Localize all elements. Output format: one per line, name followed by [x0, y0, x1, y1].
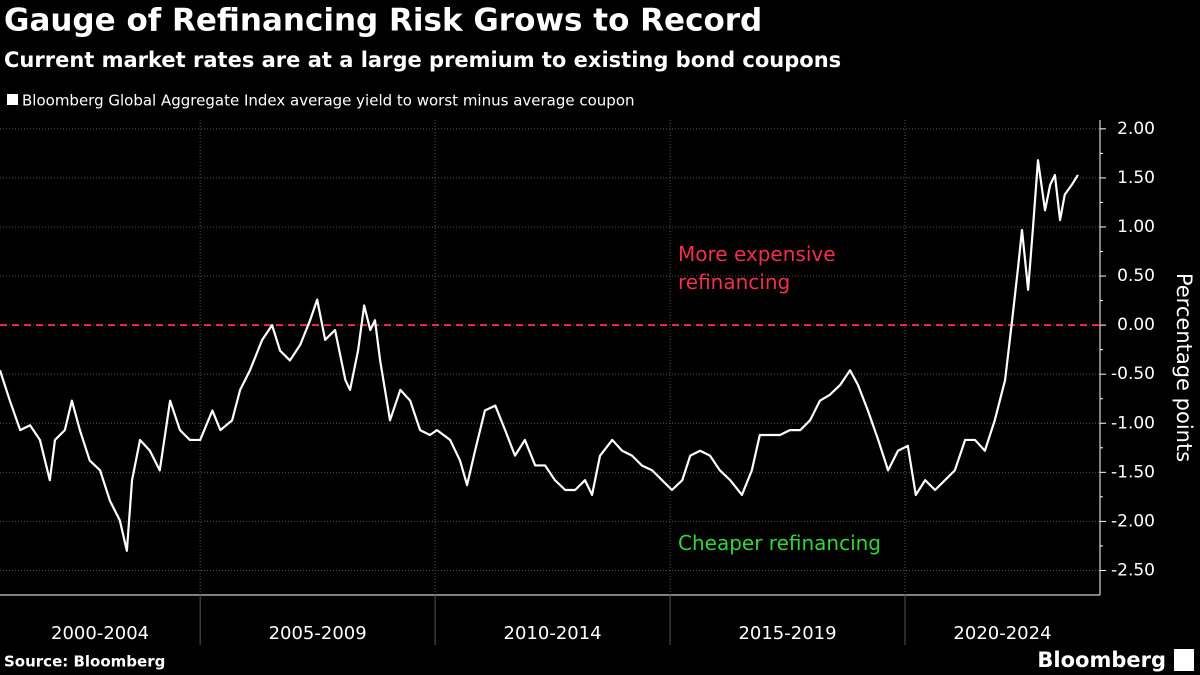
x-tick-label: 2000-2004 [51, 623, 149, 644]
x-tick-label: 2020-2024 [953, 623, 1051, 644]
x-tick-label: 2015-2019 [738, 623, 836, 644]
source: Source: Bloomberg [4, 653, 165, 671]
legend-label: Bloomberg Global Aggregate Index average… [22, 92, 635, 110]
brand-icon [1174, 649, 1194, 671]
y-tick-label: -1.50 [1111, 462, 1155, 482]
legend-swatch [7, 94, 18, 105]
y-tick-label: 0.00 [1117, 315, 1155, 335]
brand-logo: Bloomberg [1037, 648, 1166, 672]
y-tick-label: -2.00 [1111, 511, 1155, 531]
y-tick-label: -2.50 [1111, 560, 1155, 580]
y-tick-label: 1.50 [1117, 168, 1155, 188]
chart-title: Gauge of Refinancing Risk Grows to Recor… [4, 3, 762, 39]
y-tick-label: 1.00 [1117, 217, 1155, 237]
y-tick-label: -0.50 [1111, 364, 1155, 384]
annotation: More expensive refinancing [678, 242, 836, 294]
annotation-line: refinancing [678, 270, 790, 294]
y-tick-label: 2.00 [1117, 119, 1155, 139]
chart-subtitle: Current market rates are at a large prem… [4, 48, 841, 72]
x-tick-label: 2005-2009 [269, 623, 367, 644]
annotation-line: More expensive [678, 242, 836, 266]
y-tick-label: -1.00 [1111, 413, 1155, 433]
annotation-line: Cheaper refinancing [678, 531, 881, 555]
annotation: Cheaper refinancing [678, 531, 881, 555]
y-axis-label: Percentage points [1172, 273, 1196, 462]
x-tick-label: 2010-2014 [504, 623, 602, 644]
y-tick-label: 0.50 [1117, 266, 1155, 286]
data-line [0, 159, 1079, 552]
